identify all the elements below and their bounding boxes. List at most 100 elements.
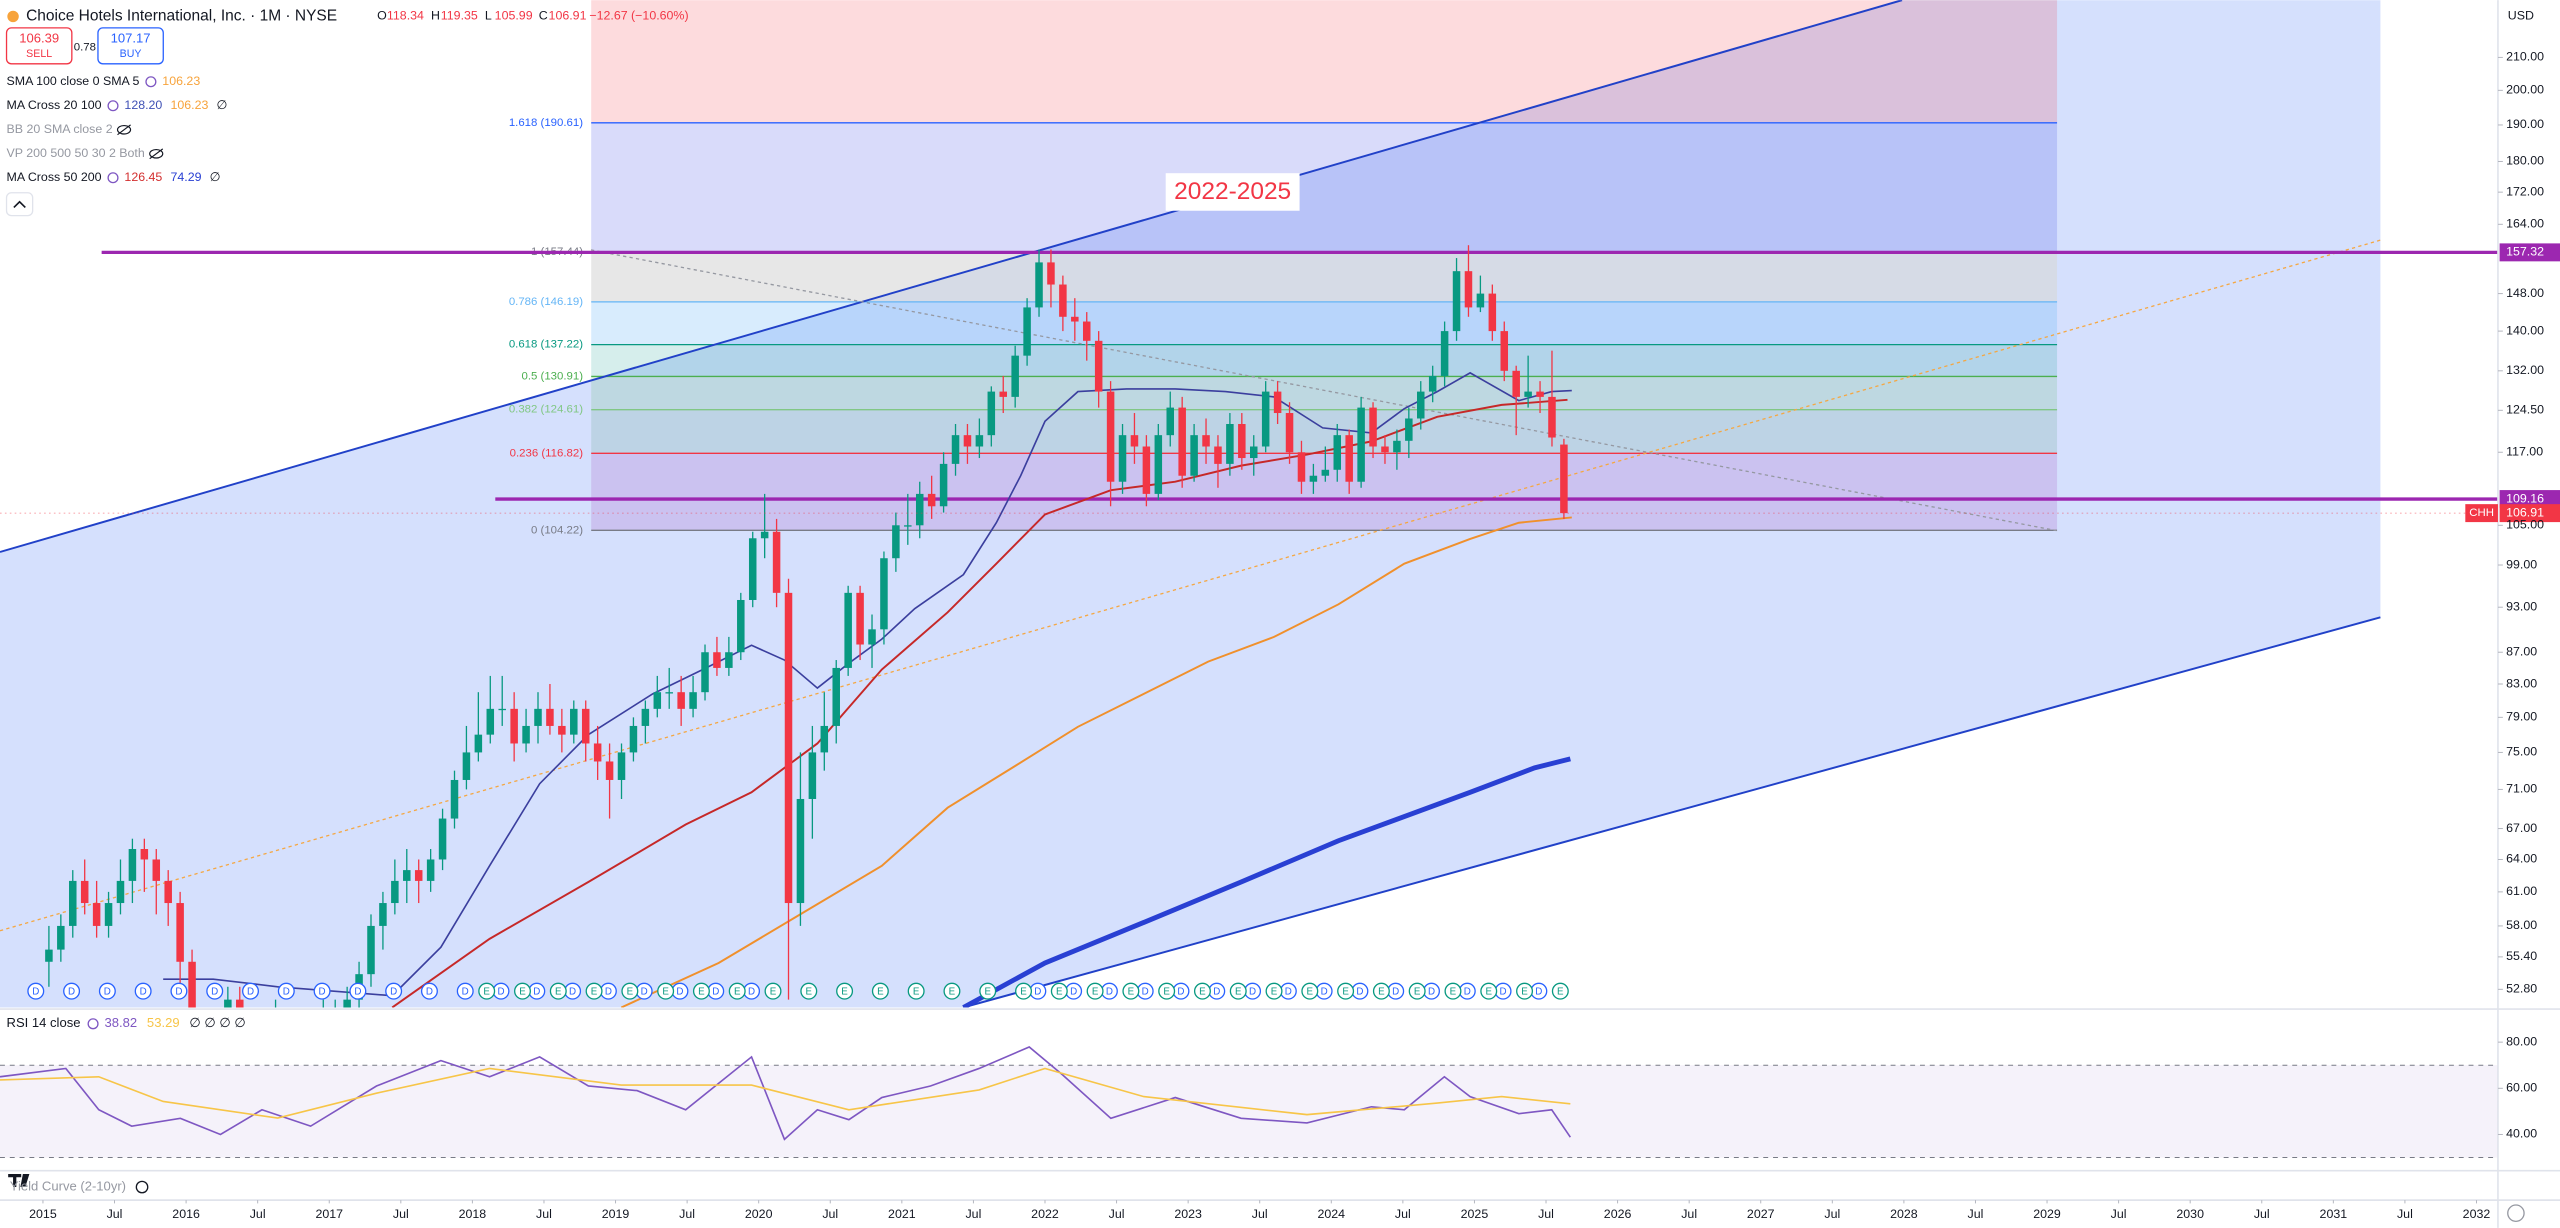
event-label: E [1163,987,1170,998]
ohlc-label: H [431,9,440,23]
price-pane [0,245,2498,1008]
buy-button[interactable] [97,27,164,65]
event-marker [1229,982,1247,1000]
candle-body [1452,271,1461,332]
x-tick-label: 2031 [2320,1207,2348,1221]
candle-body [570,708,578,735]
rsi-lines [0,1046,1572,1141]
ohlc-label: C [539,9,548,23]
event-marker [1122,982,1140,1000]
candle-body [1094,340,1103,392]
event-marker [1516,982,1534,1000]
fib-label: 1.618 (190.61) [509,117,583,129]
event-label: E [591,987,598,998]
x-tick-label: 2019 [602,1207,630,1221]
event-marker [1015,982,1033,1000]
fib-retracement: 0 (104.22) 0.236 (116.82) 0.382 (124.61) 0.… [509,0,2058,536]
fib-zone [591,344,2058,377]
event-marker [692,982,710,1000]
candle-body [1440,331,1449,376]
event-label: E [662,987,669,998]
event-marker [800,982,818,1000]
symbol-title: Choice Hotels International, Inc. · 1M ·… [26,8,337,25]
candle-body [760,531,769,539]
y-tick-label: 148.00 [2506,286,2544,300]
sell-price: 106.39 [19,31,59,46]
lower-pane-title: Yield Curve (2-10yr) [10,1179,126,1194]
x-tick-label: 2022 [1031,1207,1059,1221]
axes: 157.32 109.16 CHH 106.91 210.00 200.00 190.00 1… [29,50,2560,1221]
event-marker [277,982,295,1000]
candle-body [80,880,89,904]
candle-body [1249,446,1258,459]
event-label: D [211,987,218,998]
y-tick-label: 190.00 [2506,117,2544,131]
event-label: D [68,987,75,998]
candle-body [45,949,53,962]
fib-label: 0 (104.22) [531,524,583,536]
annotation-background [1165,173,1300,211]
candle-body [737,599,745,653]
fib-label: 0.786 (146.19) [509,296,583,308]
candle-body [558,725,566,735]
candle-body [1023,307,1031,356]
event-marker [1086,982,1104,1000]
event-marker [764,982,782,1000]
event-marker [979,982,997,1000]
event-label: D [390,987,397,998]
event-marker [420,982,438,1000]
event-label: E [806,987,813,998]
event-marker [585,982,603,1000]
event-marker [514,982,531,1000]
candle-body [140,849,149,860]
event-label: D [1213,987,1220,998]
y-tick-label: 180.00 [2506,154,2544,168]
x-tick-label: Jul [1252,1207,1268,1221]
x-tick-label: Jul [822,1207,838,1221]
y-tick-label: 93.00 [2506,599,2537,613]
x-tick-label: 2016 [172,1207,200,1221]
event-marker [657,982,675,1000]
settings-icon[interactable] [2507,1204,2525,1222]
candle-body [116,880,125,904]
candle-body [69,880,77,926]
fib-zone [591,453,2058,531]
candle-body [1345,435,1353,482]
candle-body [987,391,996,436]
eye-icon[interactable] [135,1180,149,1194]
event-label: D [247,987,254,998]
x-tick-label: 2018 [459,1207,487,1221]
event-label: E [483,987,490,998]
event-marker [1444,982,1462,1000]
y-tick-label: 210.00 [2506,50,2544,64]
indicator-name: VP 200 500 50 30 2 Both [7,146,145,160]
event-label: D [354,987,361,998]
price-label: 157.32 [2506,245,2544,259]
event-marker [1480,982,1498,1000]
candle-body [1560,444,1568,514]
candle-body [1273,391,1282,414]
event-label: E [1271,987,1278,998]
logo [8,1174,30,1188]
fib-zone [591,0,2058,123]
channel-top [0,0,1903,553]
x-tick-label: 2023 [1174,1207,1202,1221]
candle-body [1178,407,1186,476]
sell-button[interactable] [5,27,73,65]
event-label: D [426,987,433,998]
candle-body [677,692,685,709]
collapse-button[interactable] [5,192,34,217]
candle-body [1393,440,1401,453]
candle-body [414,870,423,881]
x-tick-label: 2027 [1747,1207,1775,1221]
y-tick-label: 99.00 [2506,557,2537,571]
x-tick-label: 2015 [29,1207,57,1221]
candle-body [367,925,375,975]
fib-zone [591,251,2058,302]
y-tick-label: 55.40 [2506,949,2537,963]
candle-body [1082,321,1091,341]
event-marker [456,982,474,1000]
event-label: D [175,987,182,998]
y-tick-label: 87.00 [2506,645,2537,659]
